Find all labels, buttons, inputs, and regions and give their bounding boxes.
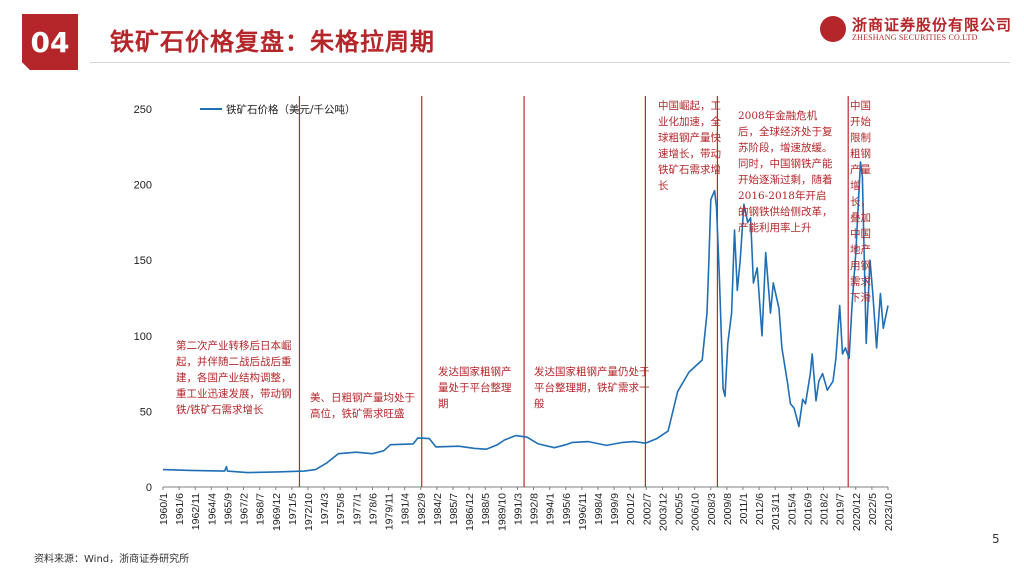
annotation-2: 美、日粗钢产量均处于高位，铁矿需求旺盛 — [310, 392, 415, 420]
annotation-6: 2008年金融危机后，全球经济处于复苏阶段，增速放缓。同时，中国钢铁产能开始逐渐… — [738, 110, 833, 234]
x-tick-label: 1962/11 — [190, 493, 202, 530]
company-logo: 浙商证券股份有限公司 ZHESHANG SECURITIES CO.LTD — [820, 14, 1013, 54]
title-divider — [90, 62, 1010, 63]
x-tick-label: 1968/7 — [255, 493, 267, 525]
x-tick-label: 1995/6 — [561, 493, 573, 525]
x-tick-label: 2001/2 — [625, 493, 637, 525]
x-tick-label: 2012/6 — [754, 493, 766, 525]
x-tick-label: 2009/8 — [722, 493, 734, 525]
x-tick-label: 1961/6 — [174, 493, 186, 525]
x-tick-label: 2018/2 — [819, 493, 831, 525]
company-name-cn: 浙商证券股份有限公司 — [852, 16, 1013, 34]
x-tick-label: 2006/10 — [690, 493, 702, 531]
x-tick-label: 2003/12 — [657, 493, 669, 531]
y-tick-label: 200 — [134, 180, 152, 192]
annotation-7: 中国开始限制粗钢产量增长，叠加中国地产用钢需求下滑 — [850, 100, 871, 304]
x-tick-label: 2008/3 — [706, 493, 718, 525]
x-tick-label: 1974/3 — [319, 493, 331, 525]
annotation-1: 第二次产业转移后日本崛起，并伴随二战后战后重建，各国产业结构调整，重工业迅速发展… — [176, 340, 292, 416]
x-tick-label: 1996/11 — [577, 493, 589, 530]
x-tick-label: 1977/1 — [351, 493, 363, 525]
x-tick-label: 1965/9 — [222, 493, 234, 525]
x-tick-label: 2015/4 — [786, 493, 798, 525]
x-tick-label: 2022/5 — [867, 493, 879, 525]
data-source-note: 资料来源：Wind，浙商证券研究所 — [34, 554, 190, 565]
annotation-5: 中国崛起，工业化加速，全球粗钢产量快速增长，带动铁矿石需求增长 — [658, 100, 721, 192]
x-tick-label: 2005/5 — [674, 493, 686, 525]
x-tick-label: 1985/7 — [448, 493, 460, 525]
company-logo-icon — [820, 16, 846, 42]
x-tick-label: 1989/10 — [496, 493, 508, 531]
x-tick-label: 1972/10 — [303, 493, 315, 531]
page-title: 铁矿石价格复盘：朱格拉周期 — [110, 28, 435, 56]
x-tick-label: 2020/12 — [851, 493, 863, 531]
y-tick-label: 100 — [134, 331, 152, 343]
x-tick-label: 1969/12 — [271, 493, 283, 531]
y-tick-label: 50 — [140, 406, 152, 418]
x-tick-label: 1971/5 — [287, 493, 299, 525]
legend-label: 铁矿石价格（美元/千公吨） — [226, 103, 356, 116]
x-tick-label: 2011/1 — [738, 493, 750, 524]
x-tick-label: 1964/4 — [206, 493, 218, 525]
x-tick-label: 1998/4 — [593, 493, 605, 525]
x-tick-label: 2023/10 — [883, 493, 895, 531]
page-number: 5 — [992, 532, 1000, 546]
x-tick-label: 1979/11 — [384, 493, 396, 530]
x-tick-label: 1978/6 — [367, 493, 379, 525]
x-tick-label: 1984/2 — [432, 493, 444, 525]
x-tick-label: 1991/3 — [512, 493, 524, 525]
company-name-en: ZHESHANG SECURITIES CO.LTD — [852, 33, 978, 42]
x-tick-label: 1960/1 — [158, 493, 170, 525]
y-tick-label: 150 — [134, 255, 152, 267]
x-tick-label: 2016/9 — [802, 493, 814, 525]
x-tick-label: 1982/9 — [416, 493, 428, 525]
x-tick-label: 1988/5 — [480, 493, 492, 525]
x-tick-label: 1986/12 — [464, 493, 476, 531]
annotation-3: 发达国家粗钢产量处于平台整理期 — [438, 366, 512, 410]
x-tick-label: 1999/9 — [609, 493, 621, 525]
x-tick-label: 2013/11 — [770, 493, 782, 530]
x-tick-label: 1992/8 — [529, 493, 541, 525]
section-number: 04 — [30, 25, 70, 59]
y-tick-label: 0 — [146, 482, 152, 494]
x-tick-label: 1975/8 — [335, 493, 347, 525]
x-tick-label: 1994/1 — [545, 493, 557, 525]
x-tick-label: 1981/4 — [400, 493, 412, 525]
y-tick-label: 250 — [134, 104, 152, 116]
annotation-4: 发达国家粗钢产量仍处于平台整理期，铁矿需求一般 — [534, 366, 650, 410]
section-number-badge: 04 — [22, 14, 78, 70]
x-tick-label: 2002/7 — [641, 493, 653, 525]
x-tick-label: 1967/2 — [239, 493, 251, 525]
x-tick-label: 2019/7 — [835, 493, 847, 525]
